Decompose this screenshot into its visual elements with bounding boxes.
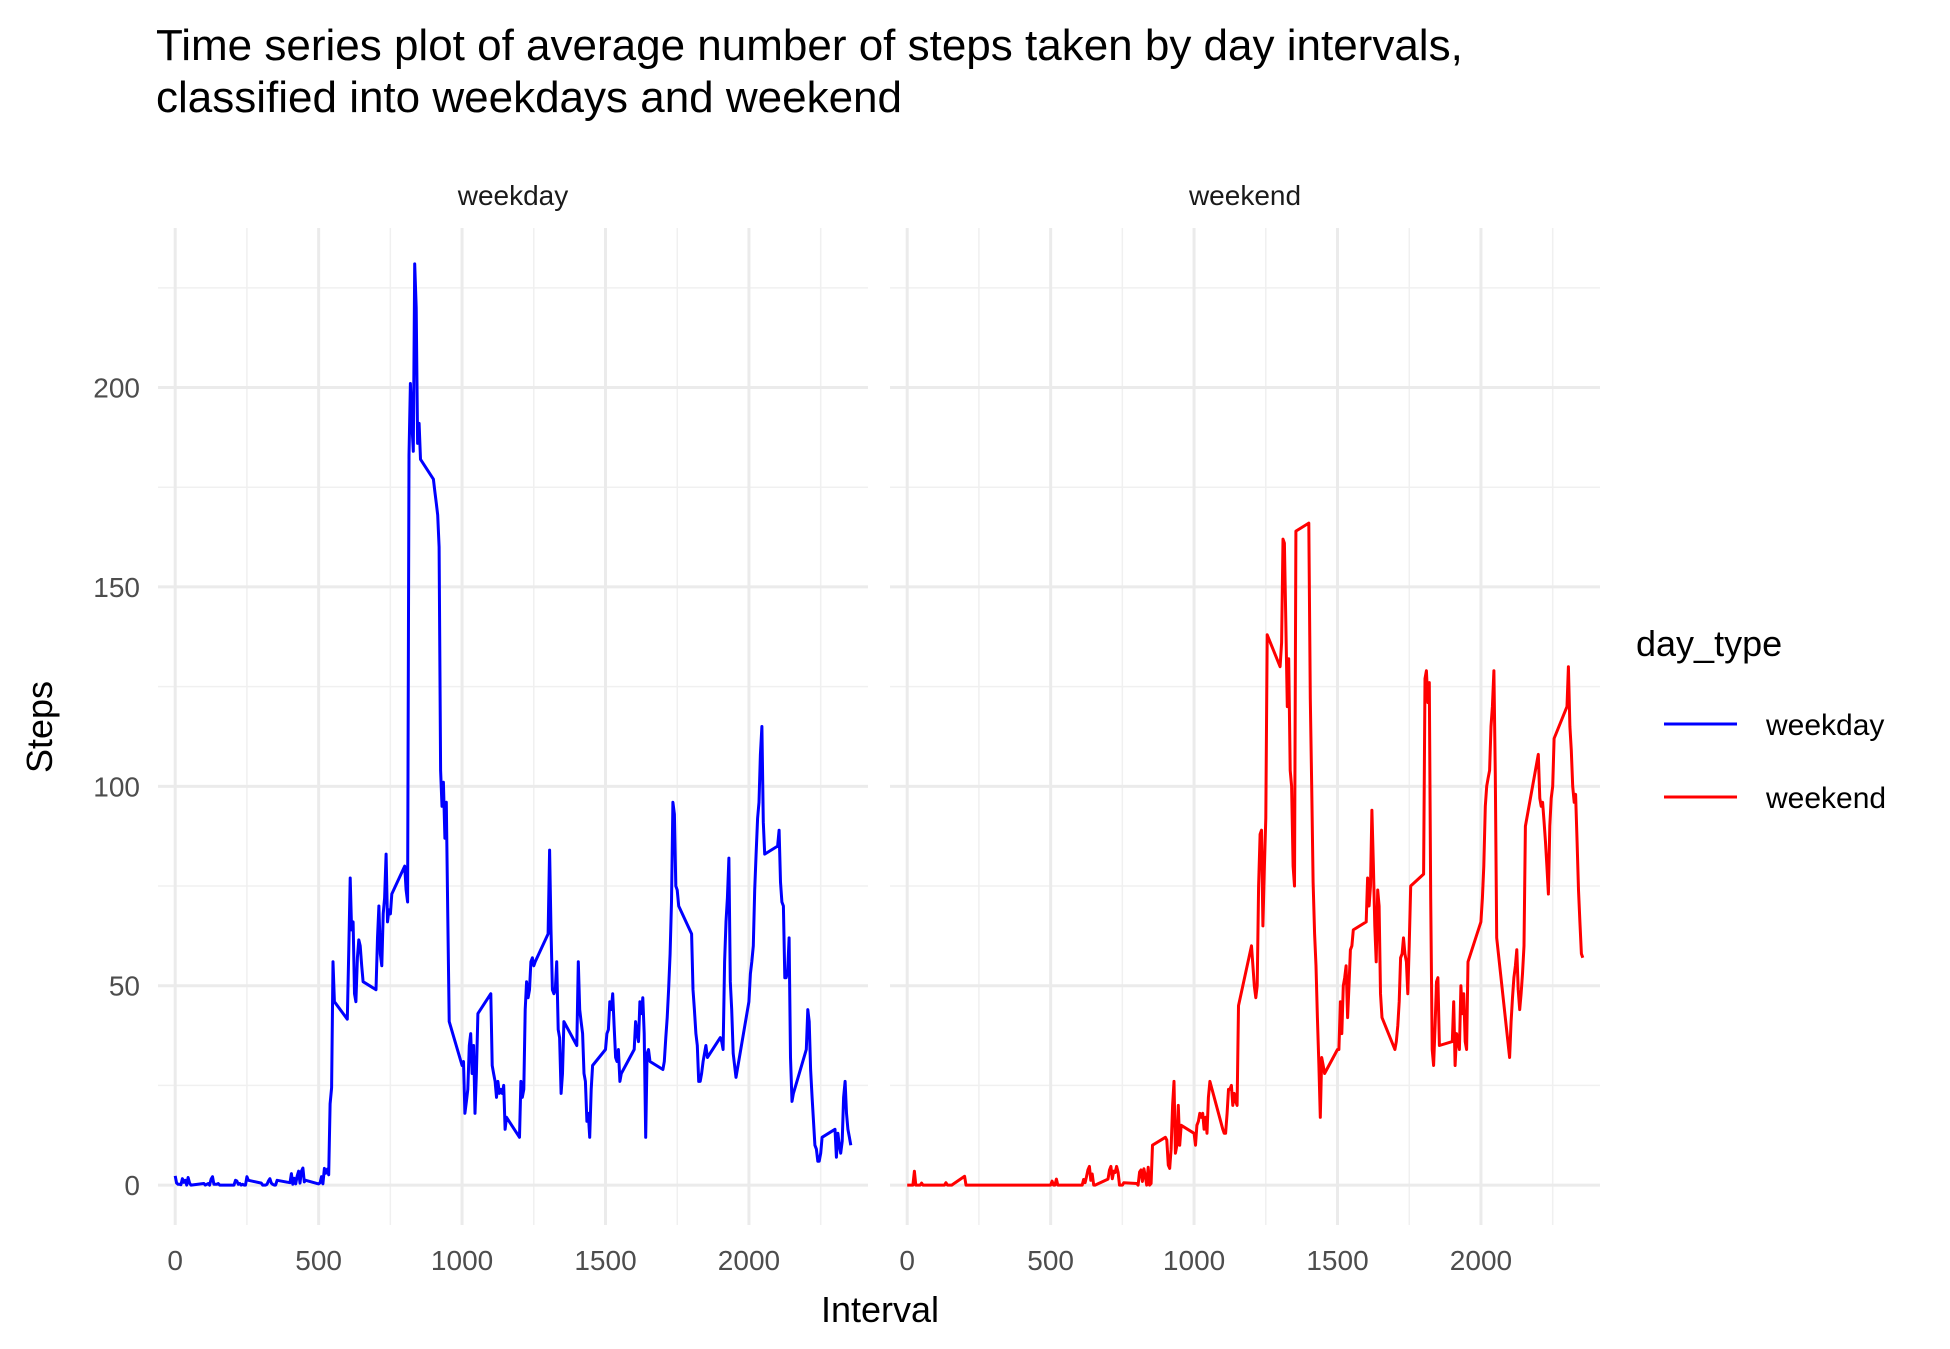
x-tick-label: 1500	[574, 1245, 636, 1276]
y-axis-title: Steps	[19, 681, 60, 773]
x-tick-label: 1000	[1163, 1245, 1225, 1276]
x-tick-label: 500	[1027, 1245, 1074, 1276]
y-tick-label: 200	[93, 373, 140, 404]
x-tick-label: 2000	[718, 1245, 780, 1276]
x-axis-title: Interval	[821, 1289, 939, 1330]
panel-weekend: weekend 0 500 1000 1500 2000	[890, 180, 1600, 1276]
legend-title: day_type	[1636, 623, 1782, 664]
panel-strip-label: weekday	[457, 180, 569, 211]
x-tick-label: 1000	[431, 1245, 493, 1276]
x-tick-label: 2000	[1450, 1245, 1512, 1276]
x-tick-label: 500	[295, 1245, 342, 1276]
chart-title: Time series plot of average number of st…	[156, 21, 1463, 122]
y-tick-label: 50	[109, 971, 140, 1002]
y-tick-label: 0	[124, 1170, 140, 1201]
x-tick-label: 0	[899, 1245, 915, 1276]
x-tick-label: 0	[167, 1245, 183, 1276]
legend-label-weekend: weekend	[1765, 782, 1886, 815]
series-line-weekend	[907, 521, 1585, 1187]
y-tick-label: 100	[93, 771, 140, 802]
panel-weekday: weekday 0 500 1000 1500 2000	[158, 180, 868, 1276]
panel-strip-label: weekend	[1188, 180, 1301, 211]
y-tick-label: 150	[93, 572, 140, 603]
legend-label-weekday: weekday	[1765, 709, 1884, 742]
series-line-weekday	[173, 262, 853, 1187]
x-tick-label: 1500	[1306, 1245, 1368, 1276]
